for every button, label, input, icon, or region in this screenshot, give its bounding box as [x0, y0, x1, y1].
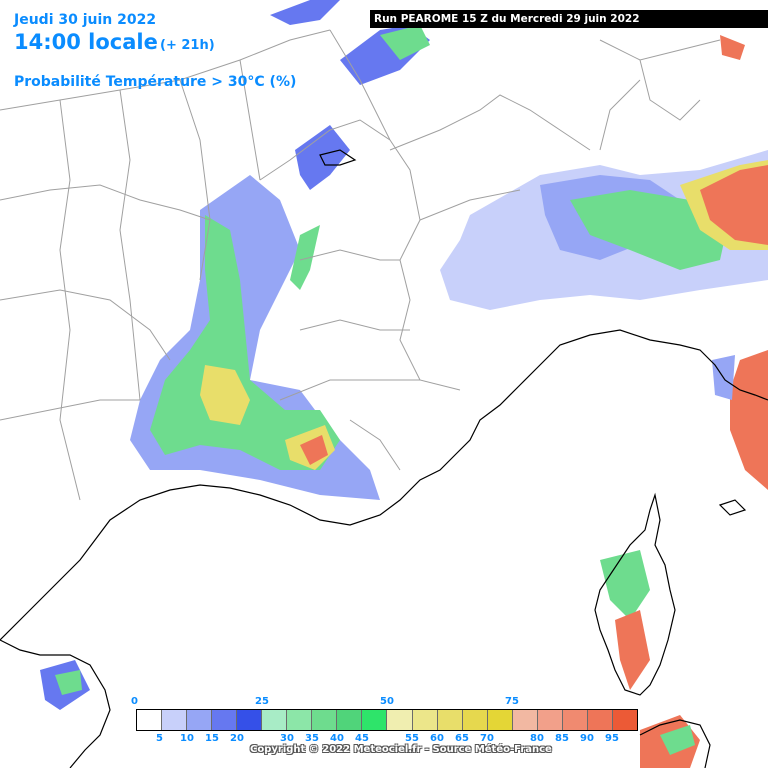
legend-swatch [337, 710, 363, 730]
coast-gulf-lion [0, 329, 768, 641]
coast-sardinia [639, 719, 711, 768]
prob-area-rhone-green [150, 215, 340, 470]
legend-swatch [137, 710, 163, 730]
legend-minor-tick: 60 [430, 733, 444, 744]
legend-swatch [462, 710, 488, 730]
legend-swatch [587, 710, 613, 730]
legend-swatch [187, 710, 213, 730]
prob-area-northeast-red [720, 35, 745, 60]
coast-lake-geneva [319, 149, 357, 166]
prob-area-corsica-red [615, 610, 650, 690]
legend-minor-tick: 20 [230, 733, 244, 744]
legend-minor-tick: 70 [480, 733, 494, 744]
legend-swatch [412, 710, 438, 730]
legend-minor-tick: 10 [180, 733, 194, 744]
legend-minor-tick: 15 [205, 733, 219, 744]
prob-area-north-green [380, 25, 430, 60]
run-banner: Run PEAROME 15 Z du Mercredi 29 juin 202… [370, 10, 768, 28]
legend-major-tick: 0 [131, 696, 138, 707]
legend-minor-tick: 35 [305, 733, 319, 744]
legend-major-tick: 75 [505, 696, 519, 707]
legend-swatch [362, 710, 388, 730]
prob-area-spain-green [55, 670, 82, 695]
legend-minor-tick: 45 [355, 733, 369, 744]
prob-area-tuscany-orange [730, 350, 768, 490]
legend-minor-tick: 5 [156, 733, 163, 744]
coastline [0, 149, 768, 768]
legend-minor-tick: 30 [280, 733, 294, 744]
legend-swatch [487, 710, 513, 730]
prob-area-alps-valley [290, 225, 320, 290]
copyright-notice: Copyright © 2022 Meteociel.fr - Source M… [250, 744, 552, 755]
legend-swatch [612, 710, 637, 730]
legend-swatch [562, 710, 588, 730]
legend-swatch [512, 710, 538, 730]
legend-swatch [212, 710, 238, 730]
legend-minor-tick: 80 [530, 733, 544, 744]
legend-minor-tick: 65 [455, 733, 469, 744]
prob-area-sardinia-green [660, 725, 695, 755]
prob-area-po-valley-green [570, 190, 730, 270]
legend-minor-tick: 90 [580, 733, 594, 744]
prob-area-rhone-yellow [200, 365, 250, 425]
legend-minor-tick: 95 [605, 733, 619, 744]
legend-minor-tick: 55 [405, 733, 419, 744]
prob-area-po-valley-red [700, 165, 768, 245]
legend-minor-tick: 40 [330, 733, 344, 744]
parameter-title: Probabilité Température > 30°C (%) [14, 74, 297, 90]
legend-swatch [287, 710, 313, 730]
legend-swatch [437, 710, 463, 730]
legend-swatch [237, 710, 263, 730]
legend-swatch [387, 710, 413, 730]
legend-major-tick: 25 [255, 696, 269, 707]
country-borders [0, 29, 721, 501]
prob-area-provence-red [300, 435, 328, 465]
legend-swatch [262, 710, 288, 730]
probability-field [40, 0, 768, 768]
legend-swatch [162, 710, 188, 730]
prob-area-alps-blue [295, 125, 350, 190]
legend-major-tick: 50 [380, 696, 394, 707]
coast-corsica [594, 492, 676, 696]
coast-elba [718, 499, 747, 516]
legend-minor-tick: 85 [555, 733, 569, 744]
legend-swatch [537, 710, 563, 730]
coast-spain [0, 639, 111, 768]
color-legend [136, 709, 638, 731]
forecast-date: Jeudi 30 juin 2022 [14, 12, 157, 28]
forecast-time: 14:00 locale [14, 30, 158, 54]
legend-swatch [312, 710, 338, 730]
prob-area-north-top [270, 0, 340, 25]
prob-area-corsica-green [600, 550, 650, 620]
forecast-lead: (+ 21h) [160, 38, 215, 53]
